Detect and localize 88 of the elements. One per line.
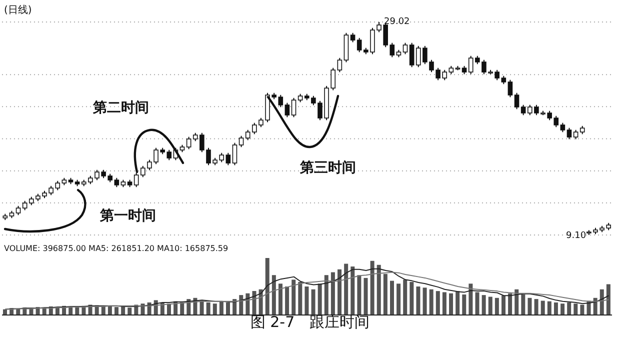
bar xyxy=(285,286,290,315)
bar xyxy=(540,300,545,315)
candlestick xyxy=(238,135,244,148)
candlestick xyxy=(573,129,578,140)
bar xyxy=(114,307,119,315)
bar xyxy=(219,301,224,315)
candlestick xyxy=(409,42,414,68)
candlestick xyxy=(350,32,356,43)
bar xyxy=(324,275,328,315)
bar xyxy=(436,291,440,315)
bar xyxy=(528,298,532,315)
candlestick xyxy=(114,177,120,188)
bar xyxy=(475,292,480,315)
bar xyxy=(212,304,217,315)
bar xyxy=(383,274,388,315)
annotation: 第二时间 xyxy=(92,100,149,116)
bar xyxy=(554,302,558,315)
bar xyxy=(376,264,381,315)
bar xyxy=(403,280,408,315)
bar xyxy=(330,272,335,315)
bar xyxy=(521,294,526,315)
bar xyxy=(456,291,460,315)
bar xyxy=(338,269,342,315)
candlestick xyxy=(337,57,342,73)
bar xyxy=(357,275,362,315)
candlestick xyxy=(560,122,566,133)
bar xyxy=(239,295,244,315)
bar xyxy=(560,304,565,315)
annotation: 第一时间 xyxy=(99,208,156,224)
bar xyxy=(226,302,230,315)
bar xyxy=(501,296,506,315)
bar xyxy=(468,284,473,315)
candlestick xyxy=(402,42,408,55)
bar xyxy=(350,266,355,315)
bar xyxy=(508,293,512,315)
bar xyxy=(494,298,499,315)
bar xyxy=(416,286,420,315)
bar xyxy=(442,292,446,315)
bar xyxy=(482,295,486,315)
bar xyxy=(488,296,492,315)
bar xyxy=(449,293,454,315)
bar xyxy=(252,291,256,315)
bar xyxy=(429,289,434,315)
candlestick xyxy=(186,136,192,150)
bar xyxy=(304,286,309,315)
candlestick xyxy=(245,129,250,141)
candlestick xyxy=(16,205,21,216)
bar xyxy=(547,301,552,315)
annotation: 图 2-7 跟庄时间 xyxy=(249,313,371,332)
bar xyxy=(410,282,414,315)
candlestick xyxy=(226,152,231,166)
bar xyxy=(128,308,132,315)
candlestick xyxy=(22,200,28,211)
bar xyxy=(344,264,348,315)
bar xyxy=(574,304,578,315)
bar xyxy=(396,284,401,315)
candlestick xyxy=(514,92,520,110)
candlestick xyxy=(566,127,572,140)
bar xyxy=(462,294,466,315)
bar xyxy=(311,289,316,315)
bar xyxy=(534,299,538,315)
chart-title: VOLUME: 396875.00 MA5: 261851.20 MA10: 165875.59 xyxy=(4,244,228,253)
annotation: 第三时间 xyxy=(299,160,356,176)
bar xyxy=(318,284,322,315)
candlestick xyxy=(134,172,139,188)
annotation: 9.10 xyxy=(566,231,586,241)
chart-title: (日线) xyxy=(4,4,32,17)
bar xyxy=(278,284,282,315)
bar xyxy=(390,280,394,315)
candlestick xyxy=(291,97,296,118)
bar xyxy=(422,288,427,315)
candlestick xyxy=(508,79,513,98)
candlestick xyxy=(284,102,290,118)
bar xyxy=(567,302,572,315)
bar xyxy=(265,258,270,315)
candlestick xyxy=(520,104,526,116)
bar xyxy=(370,260,374,315)
candlestick xyxy=(356,37,362,53)
bar xyxy=(514,289,519,315)
candlestick xyxy=(232,142,238,166)
bar xyxy=(272,275,276,315)
annotation: 29.02 xyxy=(384,17,410,27)
bar xyxy=(298,282,302,315)
bar xyxy=(206,302,210,315)
bar xyxy=(364,278,368,315)
bar xyxy=(606,284,610,315)
bar xyxy=(292,280,296,315)
bar xyxy=(580,304,584,315)
